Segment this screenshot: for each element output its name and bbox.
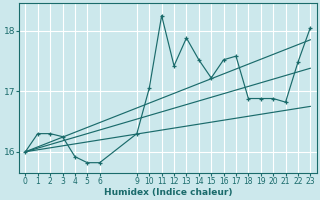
- X-axis label: Humidex (Indice chaleur): Humidex (Indice chaleur): [104, 188, 232, 197]
